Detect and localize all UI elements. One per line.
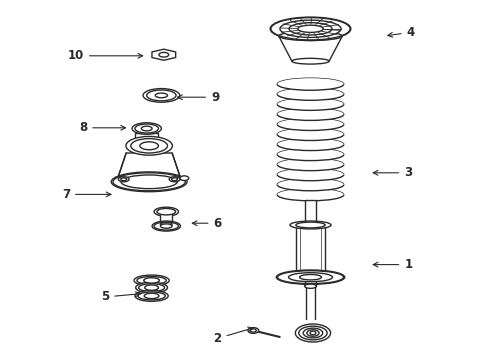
Ellipse shape xyxy=(121,178,126,181)
Ellipse shape xyxy=(295,324,330,342)
Ellipse shape xyxy=(160,222,172,226)
Ellipse shape xyxy=(121,175,177,189)
Ellipse shape xyxy=(277,98,343,111)
Ellipse shape xyxy=(180,176,188,180)
Ellipse shape xyxy=(154,222,178,230)
Ellipse shape xyxy=(135,291,168,301)
Polygon shape xyxy=(152,49,175,60)
Ellipse shape xyxy=(250,329,256,332)
Ellipse shape xyxy=(146,90,176,101)
Ellipse shape xyxy=(277,179,343,191)
Ellipse shape xyxy=(304,284,316,288)
Ellipse shape xyxy=(135,124,158,133)
Text: 4: 4 xyxy=(387,26,414,39)
Ellipse shape xyxy=(247,328,258,333)
Ellipse shape xyxy=(297,25,323,32)
Ellipse shape xyxy=(132,123,161,134)
Ellipse shape xyxy=(306,330,319,336)
Ellipse shape xyxy=(277,168,343,181)
Ellipse shape xyxy=(141,140,152,144)
Ellipse shape xyxy=(277,139,343,150)
Ellipse shape xyxy=(169,177,180,182)
Ellipse shape xyxy=(277,149,343,161)
Ellipse shape xyxy=(138,292,165,300)
Ellipse shape xyxy=(135,139,158,146)
Ellipse shape xyxy=(299,274,321,280)
Ellipse shape xyxy=(118,177,129,182)
Ellipse shape xyxy=(289,221,330,229)
Ellipse shape xyxy=(288,23,331,35)
Ellipse shape xyxy=(111,172,186,192)
Ellipse shape xyxy=(159,53,168,57)
Bar xyxy=(160,212,172,224)
Ellipse shape xyxy=(277,159,343,171)
Ellipse shape xyxy=(155,93,167,98)
Ellipse shape xyxy=(154,207,178,216)
Ellipse shape xyxy=(279,20,341,37)
Ellipse shape xyxy=(291,58,328,64)
Ellipse shape xyxy=(141,126,152,131)
Ellipse shape xyxy=(144,285,158,290)
Ellipse shape xyxy=(137,276,166,284)
Ellipse shape xyxy=(288,273,332,282)
Ellipse shape xyxy=(270,17,350,40)
Ellipse shape xyxy=(277,118,343,130)
Text: 9: 9 xyxy=(177,91,219,104)
Polygon shape xyxy=(278,36,342,61)
Ellipse shape xyxy=(126,136,172,155)
Text: 6: 6 xyxy=(192,217,221,230)
Ellipse shape xyxy=(152,221,180,231)
Ellipse shape xyxy=(142,89,180,102)
Text: 2: 2 xyxy=(213,327,252,345)
Ellipse shape xyxy=(298,326,326,340)
Bar xyxy=(295,225,325,275)
Ellipse shape xyxy=(160,224,172,228)
Ellipse shape xyxy=(309,331,315,335)
Ellipse shape xyxy=(130,139,167,153)
Ellipse shape xyxy=(157,208,175,215)
Bar xyxy=(304,277,316,286)
Ellipse shape xyxy=(303,328,322,338)
Ellipse shape xyxy=(134,275,169,286)
Bar xyxy=(135,133,158,142)
Ellipse shape xyxy=(143,278,159,283)
Bar xyxy=(304,200,316,225)
Ellipse shape xyxy=(277,189,343,201)
Ellipse shape xyxy=(171,178,177,181)
Ellipse shape xyxy=(295,222,325,228)
Ellipse shape xyxy=(277,78,343,90)
Ellipse shape xyxy=(277,88,343,100)
Text: 1: 1 xyxy=(372,258,411,271)
Text: 8: 8 xyxy=(79,121,125,134)
Polygon shape xyxy=(116,153,182,184)
Text: 7: 7 xyxy=(62,188,111,201)
Ellipse shape xyxy=(136,282,167,293)
Ellipse shape xyxy=(140,142,158,150)
Ellipse shape xyxy=(277,129,343,140)
Ellipse shape xyxy=(144,293,159,298)
Text: 3: 3 xyxy=(372,166,411,179)
Ellipse shape xyxy=(276,270,344,284)
Ellipse shape xyxy=(278,31,342,40)
Text: 5: 5 xyxy=(101,291,140,303)
Text: 10: 10 xyxy=(67,49,142,62)
Ellipse shape xyxy=(277,108,343,120)
Ellipse shape xyxy=(139,284,164,292)
